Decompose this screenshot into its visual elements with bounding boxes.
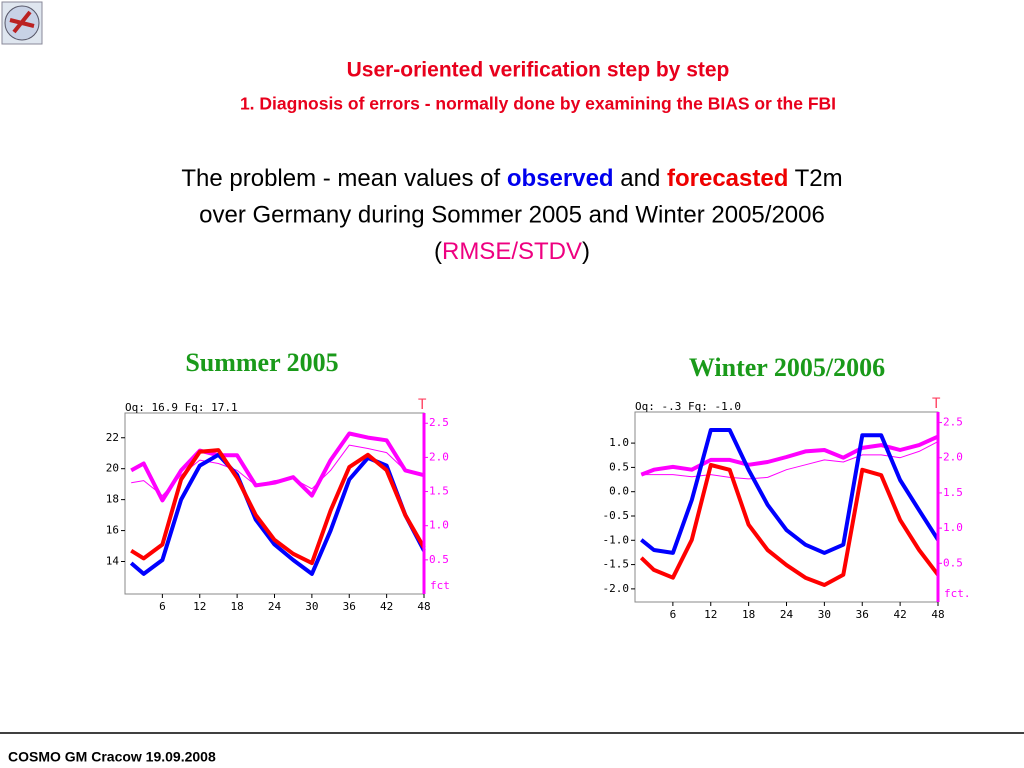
y-tick-label: 0.5 (609, 460, 629, 473)
text: ) (582, 238, 590, 265)
series-line (131, 444, 425, 497)
chart-title: Summer 2005 (185, 348, 338, 377)
y-tick-label: 20 (106, 462, 119, 475)
y2-tick-label: 1.5 (429, 485, 449, 498)
y2-footer: fct (430, 579, 450, 592)
y-tick-label: 0.0 (609, 485, 629, 498)
y2-tick-label: 2.0 (429, 450, 449, 463)
x-tick-label: 12 (704, 608, 717, 621)
observed-word: observed (507, 165, 614, 192)
y2-tick-label: 2.5 (943, 416, 963, 429)
y2-tick-label: 0.5 (429, 553, 449, 566)
x-tick-label: 42 (380, 600, 393, 613)
y-tick-label: -1.5 (603, 558, 630, 571)
y-tick-label: 22 (106, 431, 119, 444)
x-tick-label: 30 (305, 600, 318, 613)
logo (1, 1, 43, 45)
chart-title: Winter 2005/2006 (689, 353, 885, 382)
rmse-word: RMSE/STDV (442, 238, 582, 265)
x-tick-label: 36 (856, 608, 869, 621)
x-tick-label: 6 (159, 600, 166, 613)
series-line (640, 428, 940, 555)
y2-label: T (932, 396, 941, 412)
x-tick-label: 18 (742, 608, 755, 621)
footer: COSMO GM Cracow 19.09.2008 (8, 749, 216, 765)
y-tick-label: -2.0 (603, 582, 630, 595)
text: ( (434, 238, 442, 265)
y-tick-label: -0.5 (603, 509, 630, 522)
slide-subtitle: 1. Diagnosis of errors - normally done b… (240, 94, 836, 114)
series-line (130, 431, 425, 503)
y2-tick-label: 0.5 (943, 556, 963, 569)
x-tick-label: 12 (193, 600, 206, 613)
problem-line: (RMSE/STDV) (434, 238, 590, 265)
y2-tick-label: 1.0 (429, 519, 449, 532)
x-tick-label: 30 (818, 608, 831, 621)
y2-tick-label: 1.0 (943, 521, 963, 534)
text: T2m (788, 165, 842, 192)
y2-tick-label: 2.0 (943, 451, 963, 464)
forecasted-word: forecasted (667, 165, 788, 192)
series-line (639, 463, 940, 587)
y2-footer: fct. (944, 587, 971, 600)
series-line (129, 452, 426, 576)
chart-header: Oq: 16.9 Fq: 17.1 (125, 401, 238, 414)
problem-line: over Germany during Sommer 2005 and Wint… (199, 201, 825, 228)
y-tick-label: -1.0 (603, 533, 630, 546)
chart-header: Oq: -.3 Fq: -1.0 (635, 400, 741, 413)
y2-tick-label: 1.5 (943, 486, 963, 499)
text: The problem - mean values of (181, 165, 507, 192)
problem-line: The problem - mean values of observed an… (181, 165, 842, 192)
x-tick-label: 6 (670, 608, 677, 621)
y-tick-label: 18 (106, 493, 119, 506)
series-line (130, 448, 426, 566)
y2-tick-label: 2.5 (429, 416, 449, 429)
logo-flags (9, 10, 35, 34)
x-tick-label: 48 (931, 608, 944, 621)
x-tick-label: 36 (343, 600, 356, 613)
text: and (614, 165, 667, 192)
slide-title: User-oriented verification step by step (347, 59, 730, 82)
x-tick-label: 24 (780, 608, 794, 621)
y-tick-label: 1.0 (609, 436, 629, 449)
y2-label: T (418, 397, 427, 413)
y-tick-label: 16 (106, 524, 119, 537)
x-tick-label: 42 (894, 608, 907, 621)
series-line (641, 441, 939, 480)
x-tick-label: 48 (417, 600, 430, 613)
x-tick-label: 18 (231, 600, 244, 613)
x-tick-label: 24 (268, 600, 282, 613)
y-tick-label: 14 (106, 555, 120, 568)
